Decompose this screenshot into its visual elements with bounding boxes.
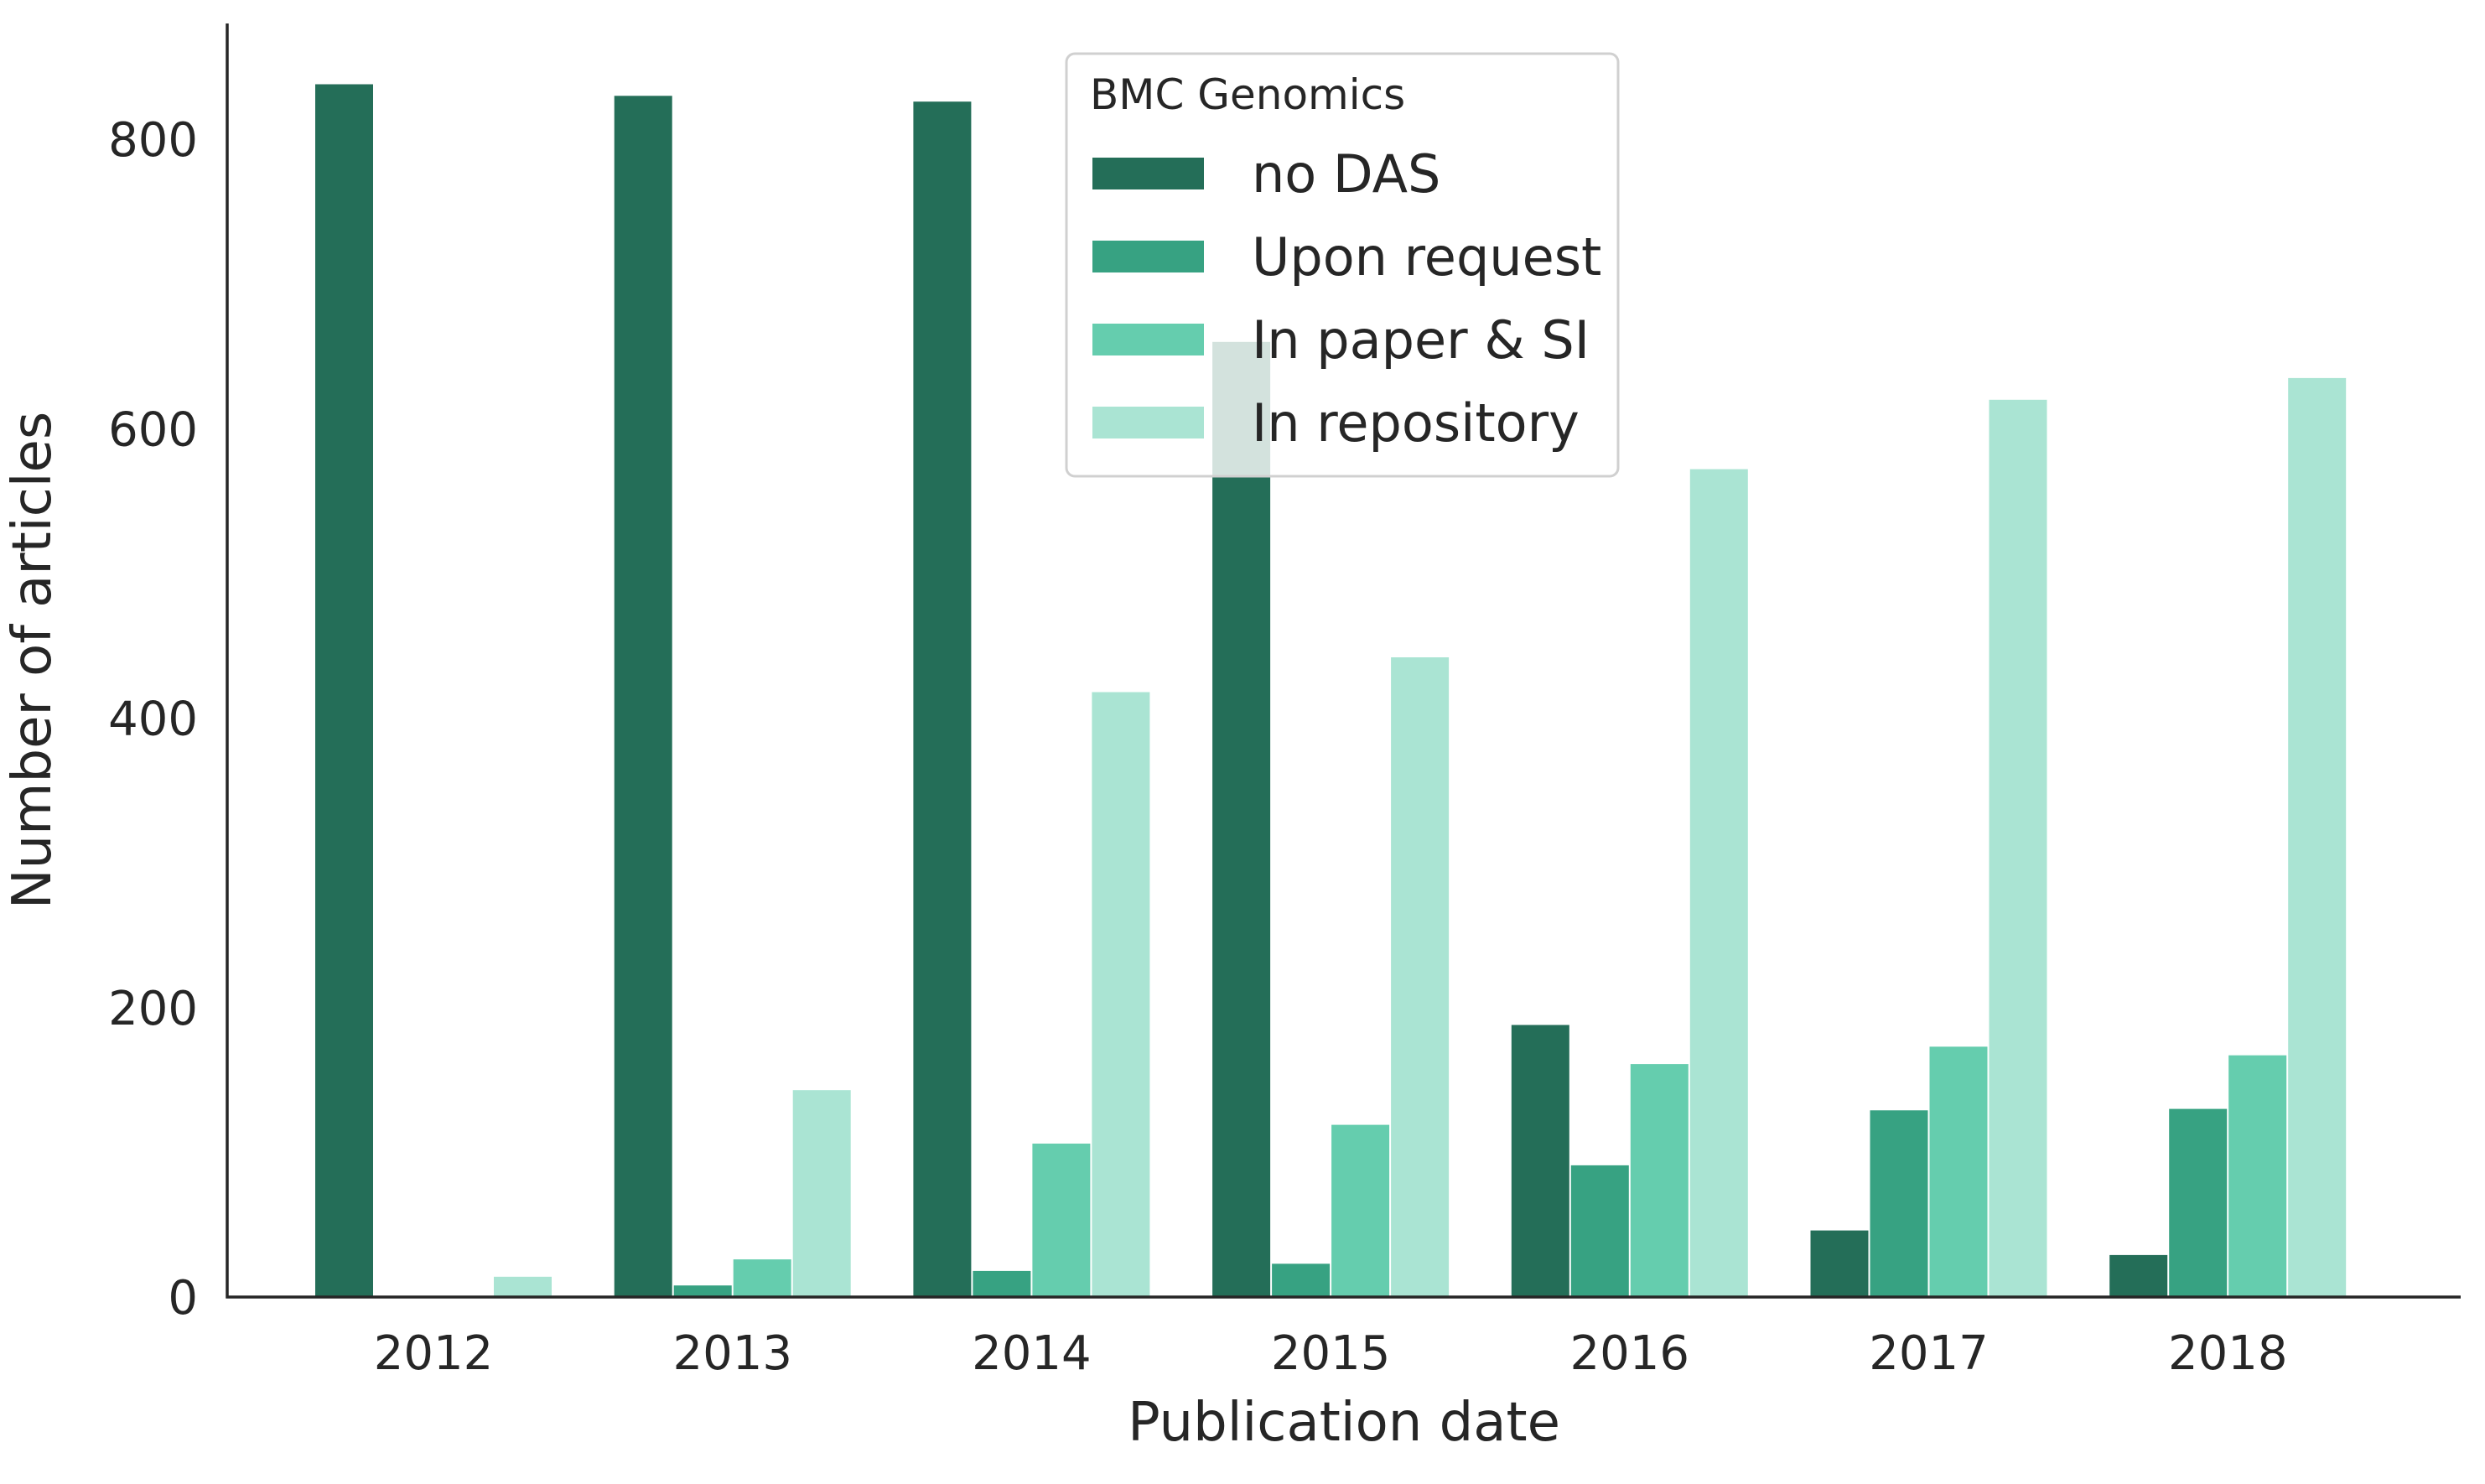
legend-title: BMC Genomics <box>1090 70 1405 119</box>
bar-upon-request-2018 <box>2169 1108 2228 1297</box>
axes-layer <box>226 23 2461 1299</box>
bar-in-paper-si-2017 <box>1929 1046 1988 1297</box>
legend-label-no-das: no DAS <box>1252 143 1440 205</box>
bar-no-das-2012 <box>315 84 373 1297</box>
legend-label-in-paper-si: In paper & SI <box>1252 309 1590 371</box>
bar-no-das-2015 <box>1212 341 1271 1298</box>
bar-upon-request-2016 <box>1570 1165 1629 1297</box>
x-axis-label: Publication date <box>1128 1392 1560 1454</box>
y-tick-label: 600 <box>108 402 198 457</box>
y-tick-label: 200 <box>108 982 198 1036</box>
legend-label-upon-request: Upon request <box>1252 226 1601 288</box>
bar-in-paper-si-2018 <box>2228 1055 2287 1297</box>
bar-in-paper-si-2015 <box>1331 1124 1390 1297</box>
bar-upon-request-2013 <box>673 1285 732 1297</box>
x-tick-label: 2015 <box>1271 1326 1391 1381</box>
x-tick-label: 2014 <box>972 1326 1092 1381</box>
bar-in-paper-si-2016 <box>1630 1064 1689 1297</box>
ticks-layer: 0 200 400 600 800 2012 2013 2014 2015 2016 2017 201… <box>108 113 2287 1381</box>
bar-upon-request-2015 <box>1272 1263 1331 1297</box>
x-tick-label: 2012 <box>374 1326 494 1381</box>
legend-swatch-no-das <box>1092 158 1204 189</box>
bar-upon-request-2014 <box>973 1270 1031 1297</box>
legend-entries: no DAS Upon request In paper & SI In reposi… <box>1092 143 1601 454</box>
x-tick-label: 2013 <box>672 1326 792 1381</box>
bar-upon-request-2017 <box>1870 1110 1928 1297</box>
legend-swatch-in-repository <box>1092 407 1204 438</box>
bar-no-das-2016 <box>1511 1025 1569 1297</box>
y-axis-label: Number of articles <box>2 412 64 910</box>
bar-in-repository-2015 <box>1391 657 1450 1297</box>
bar-no-das-2013 <box>614 96 672 1297</box>
bar-in-repository-2018 <box>2288 377 2347 1297</box>
bar-no-das-2014 <box>913 101 972 1298</box>
bar-in-repository-2017 <box>1989 399 2047 1297</box>
bar-in-repository-2016 <box>1689 469 1748 1297</box>
bar-in-repository-2014 <box>1092 692 1150 1297</box>
bar-in-paper-si-2013 <box>733 1259 791 1297</box>
y-tick-label: 0 <box>168 1271 198 1326</box>
y-tick-label: 800 <box>108 113 198 168</box>
bar-no-das-2018 <box>2109 1254 2168 1297</box>
y-tick-label: 400 <box>108 693 198 747</box>
bar-in-paper-si-2014 <box>1032 1144 1091 1297</box>
x-tick-label: 2018 <box>2168 1326 2288 1381</box>
bar-in-repository-2013 <box>792 1090 851 1297</box>
bar-in-repository-2012 <box>494 1276 552 1297</box>
bars-layer <box>315 84 2347 1298</box>
legend-swatch-in-paper-si <box>1092 324 1204 355</box>
x-tick-label: 2016 <box>1570 1326 1690 1381</box>
legend-label-in-repository: In repository <box>1252 392 1580 454</box>
legend-frame <box>1065 52 1620 478</box>
x-tick-label: 2017 <box>1869 1326 1989 1381</box>
bar-no-das-2017 <box>1810 1230 1869 1297</box>
legend: BMC Genomics no DAS Upon request In paper … <box>1065 52 1620 478</box>
legend-swatch-upon-request <box>1092 241 1204 272</box>
